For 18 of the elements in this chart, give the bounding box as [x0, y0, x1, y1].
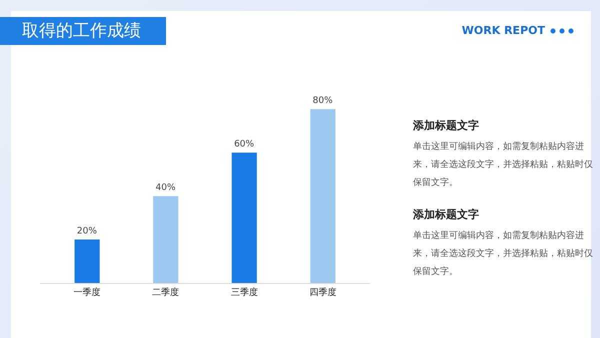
x-tick-label: 一季度: [74, 286, 101, 298]
bar: [310, 109, 336, 283]
data-label: 40%: [155, 183, 176, 194]
text: 单击这里可编辑内容，如需复制粘贴内容进来，请全选这段文字，并选择粘贴，粘贴时仅保留文字。: [413, 140, 593, 190]
bar: [232, 152, 257, 283]
text: 单击这里可编辑内容，如需复制粘贴内容进来，请全选这段文字，并选择粘贴，粘贴时仅保留文字。: [413, 230, 593, 279]
text: 添加标题文字: [413, 118, 480, 133]
data-label: 60%: [234, 140, 255, 150]
data-label: 20%: [76, 226, 98, 237]
x-tick-label: 四季度: [309, 286, 336, 298]
x-tick-label: 三季度: [230, 286, 258, 298]
chart-title: 取得的工作成绩: [0, 17, 166, 45]
text: WORK REPOT: [462, 24, 545, 37]
bar: [74, 240, 100, 283]
data-label: 80%: [312, 96, 334, 106]
text: 添加标题文字: [413, 207, 480, 222]
bar: [153, 196, 178, 283]
x-tick-label: 二季度: [152, 286, 180, 298]
